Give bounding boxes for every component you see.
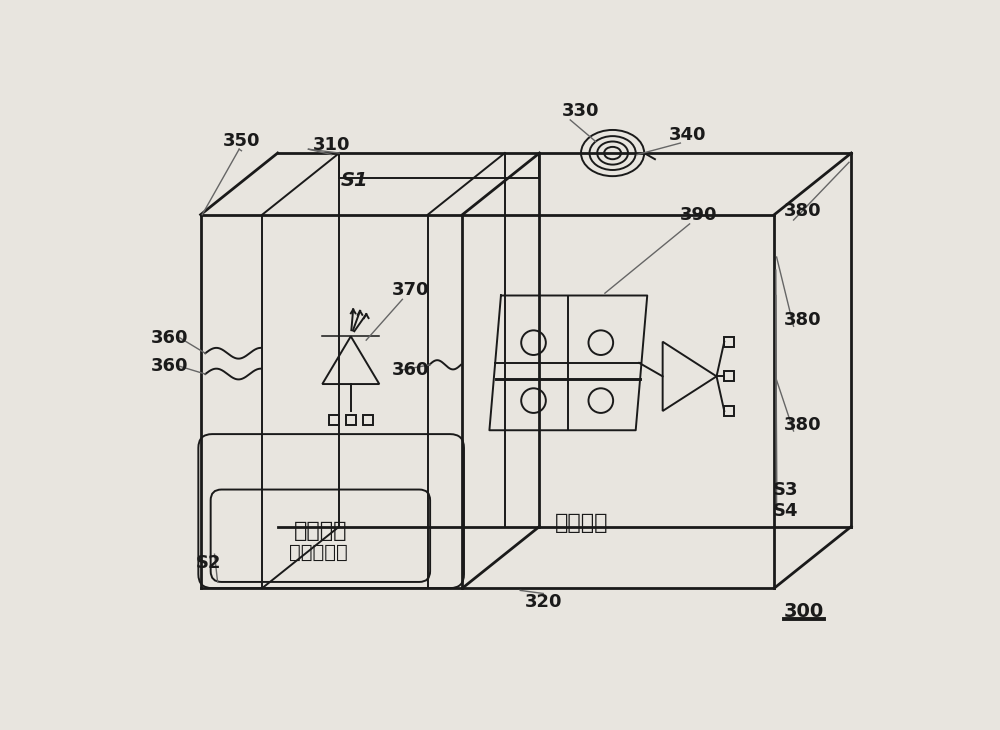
- Text: 第一基板: 第一基板: [294, 521, 347, 541]
- Text: 380: 380: [784, 311, 822, 329]
- Text: 390: 390: [680, 206, 718, 223]
- Text: 360: 360: [151, 358, 189, 375]
- Text: 隔离电位层: 隔离电位层: [289, 543, 347, 562]
- Text: S3: S3: [773, 481, 799, 499]
- Text: 360: 360: [151, 328, 189, 347]
- Text: 350: 350: [223, 133, 260, 150]
- Bar: [363, 415, 373, 425]
- Bar: [329, 415, 339, 425]
- Text: 360: 360: [392, 361, 430, 379]
- Text: 340: 340: [669, 126, 707, 145]
- Bar: [724, 337, 734, 347]
- Bar: [346, 415, 356, 425]
- Text: 300: 300: [783, 602, 824, 620]
- Text: 320: 320: [525, 593, 562, 611]
- Bar: [724, 372, 734, 381]
- Text: 310: 310: [313, 137, 350, 154]
- Text: S4: S4: [773, 502, 799, 520]
- Text: S2: S2: [196, 555, 221, 572]
- Text: 330: 330: [562, 101, 599, 120]
- Text: 380: 380: [784, 416, 822, 434]
- Text: 370: 370: [392, 281, 430, 299]
- Bar: [724, 406, 734, 416]
- Text: 380: 380: [784, 201, 822, 220]
- Text: 第二基板: 第二基板: [555, 512, 609, 533]
- Text: S1: S1: [341, 171, 368, 190]
